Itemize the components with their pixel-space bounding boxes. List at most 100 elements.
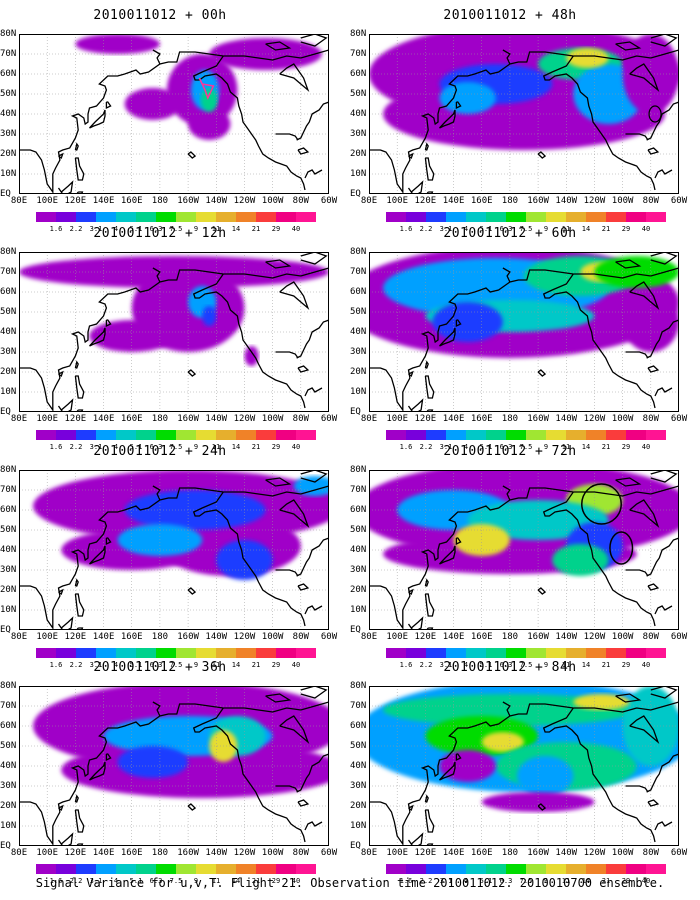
variance-map <box>19 686 329 846</box>
colorbar-label: 3.1 <box>439 877 453 885</box>
latitude-label: 40N <box>0 545 17 555</box>
colorbar-label: 9 <box>543 661 549 669</box>
longitude-label: 80E <box>10 848 28 858</box>
latitude-label: 70N <box>0 49 17 59</box>
coastline <box>455 101 462 110</box>
variance-map <box>369 252 679 412</box>
coastline <box>152 485 161 501</box>
latitude-label: EQ <box>350 841 361 851</box>
colorbar-swatch <box>196 212 217 222</box>
highlight-circle <box>581 483 622 525</box>
colorbar <box>36 430 316 440</box>
coastline <box>424 142 429 151</box>
coastline <box>223 267 329 279</box>
colorbar-label: 1.6 <box>399 877 413 885</box>
flight-track <box>198 77 215 100</box>
colorbar-swatch <box>96 430 117 440</box>
variance-map <box>19 252 329 412</box>
longitude-label: 140W <box>205 196 228 206</box>
coastline <box>542 491 656 627</box>
coastline <box>439 761 456 781</box>
colorbar-label: 21 <box>601 877 611 885</box>
colorbar-swatch <box>156 648 177 658</box>
coastline <box>279 715 310 745</box>
colorbar-label: 5.1 <box>479 225 493 233</box>
colorbar-label: 2.2 <box>69 443 83 451</box>
latitude-label: 60N <box>350 505 367 515</box>
coastline <box>369 51 574 194</box>
coastline <box>275 569 299 577</box>
colorbar-swatch <box>136 430 157 440</box>
coastline <box>407 180 424 194</box>
colorbar-swatch <box>526 648 547 658</box>
latitude-label: 20N <box>0 149 17 159</box>
variance-map <box>19 470 329 630</box>
coastline <box>296 753 329 793</box>
coastline <box>19 487 224 630</box>
coastline <box>192 707 306 843</box>
coastline <box>279 63 310 93</box>
longitude-label: 120W <box>233 414 256 424</box>
colorbar-swatch <box>486 864 507 874</box>
coastline <box>625 785 649 793</box>
latitude-label: 80N <box>350 465 367 475</box>
colorbar-label: 1.6 <box>49 661 63 669</box>
colorbar-label: 40 <box>641 661 651 669</box>
longitude-label: 140E <box>442 414 465 424</box>
colorbar-label: 14 <box>231 661 241 669</box>
variance-region <box>516 756 574 796</box>
colorbar-swatch <box>426 212 447 222</box>
longitude-label: 140E <box>442 848 465 858</box>
colorbar-swatch <box>546 430 567 440</box>
coastline <box>152 49 161 65</box>
latitude-label: 20N <box>350 367 367 377</box>
longitude-label: 100W <box>611 848 634 858</box>
coastline <box>74 809 85 833</box>
coastline <box>502 267 511 283</box>
variance-region <box>75 34 160 54</box>
coastline <box>625 133 649 141</box>
colorbar-swatch <box>276 430 297 440</box>
colorbar-swatch <box>156 212 177 222</box>
coastline <box>439 109 456 129</box>
coastline <box>573 485 679 497</box>
map-frame <box>369 252 679 412</box>
colorbar-swatch <box>296 430 316 440</box>
coastline <box>265 693 292 703</box>
colorbar-swatch <box>586 648 607 658</box>
colorbar-swatch <box>176 864 197 874</box>
colorbar-label: 6.3 <box>499 877 513 885</box>
variance-region <box>244 346 259 366</box>
latitude-label: 70N <box>0 267 17 277</box>
colorbar-swatch <box>626 648 647 658</box>
longitude-label: 140W <box>555 196 578 206</box>
longitude-label: 120W <box>583 632 606 642</box>
colorbar <box>386 648 666 658</box>
latitude-label: 80N <box>350 681 367 691</box>
colorbar-label: 11 <box>211 877 221 885</box>
colorbar-label: 11 <box>561 225 571 233</box>
colorbar-swatch <box>296 864 316 874</box>
colorbar-label: 5.1 <box>479 661 493 669</box>
latitude-label: 40N <box>350 545 367 555</box>
colorbar-swatch <box>136 648 157 658</box>
variance-map <box>369 34 679 194</box>
colorbar-swatch <box>566 430 587 440</box>
colorbar-swatch <box>116 430 137 440</box>
colorbar <box>36 648 316 658</box>
panel-title: 2010011012 + 24h <box>93 444 227 459</box>
colorbar-swatch <box>646 864 666 874</box>
coastline <box>537 803 547 811</box>
latitude-label: EQ <box>350 407 361 417</box>
latitude-label: 50N <box>350 89 367 99</box>
coastline <box>57 180 74 194</box>
coastline <box>424 360 429 369</box>
coastline <box>105 319 112 328</box>
colorbar-label: 4 <box>463 225 469 233</box>
longitude-label: 160E <box>120 196 143 206</box>
latitude-label: 60N <box>350 69 367 79</box>
latitude-label: 10N <box>350 387 367 397</box>
map-frame <box>369 34 679 194</box>
coastline <box>279 499 310 529</box>
colorbar-swatch <box>116 648 137 658</box>
